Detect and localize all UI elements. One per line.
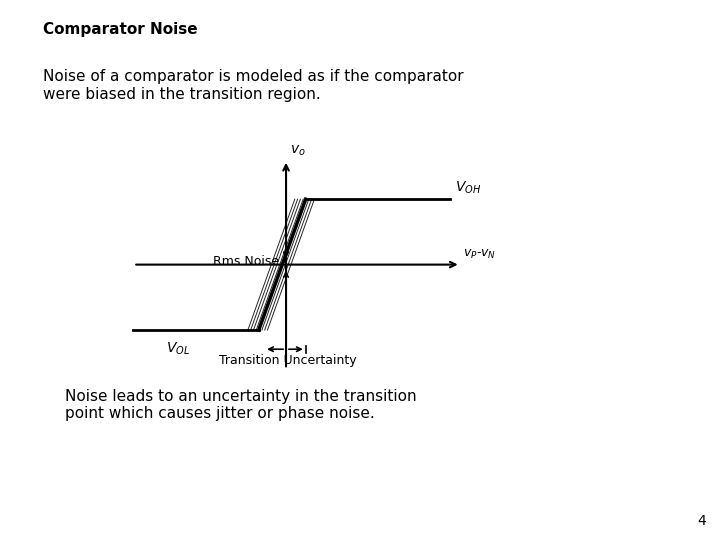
Text: $V_{OL}$: $V_{OL}$ [166, 341, 190, 357]
Text: $V_{OH}$: $V_{OH}$ [455, 179, 482, 195]
Text: Transition Uncertainty: Transition Uncertainty [219, 354, 356, 367]
Text: Comparator Noise: Comparator Noise [43, 22, 198, 37]
Text: $v_{P}$-$v_N$: $v_{P}$-$v_N$ [463, 248, 496, 261]
Text: Noise of a comparator is modeled as if the comparator
were biased in the transit: Noise of a comparator is modeled as if t… [43, 69, 464, 102]
Text: 4: 4 [697, 514, 706, 528]
Text: Noise leads to an uncertainty in the transition
point which causes jitter or pha: Noise leads to an uncertainty in the tra… [65, 389, 416, 421]
Text: $v_o$: $v_o$ [290, 144, 306, 158]
Text: Rms Noise: Rms Noise [213, 255, 279, 268]
